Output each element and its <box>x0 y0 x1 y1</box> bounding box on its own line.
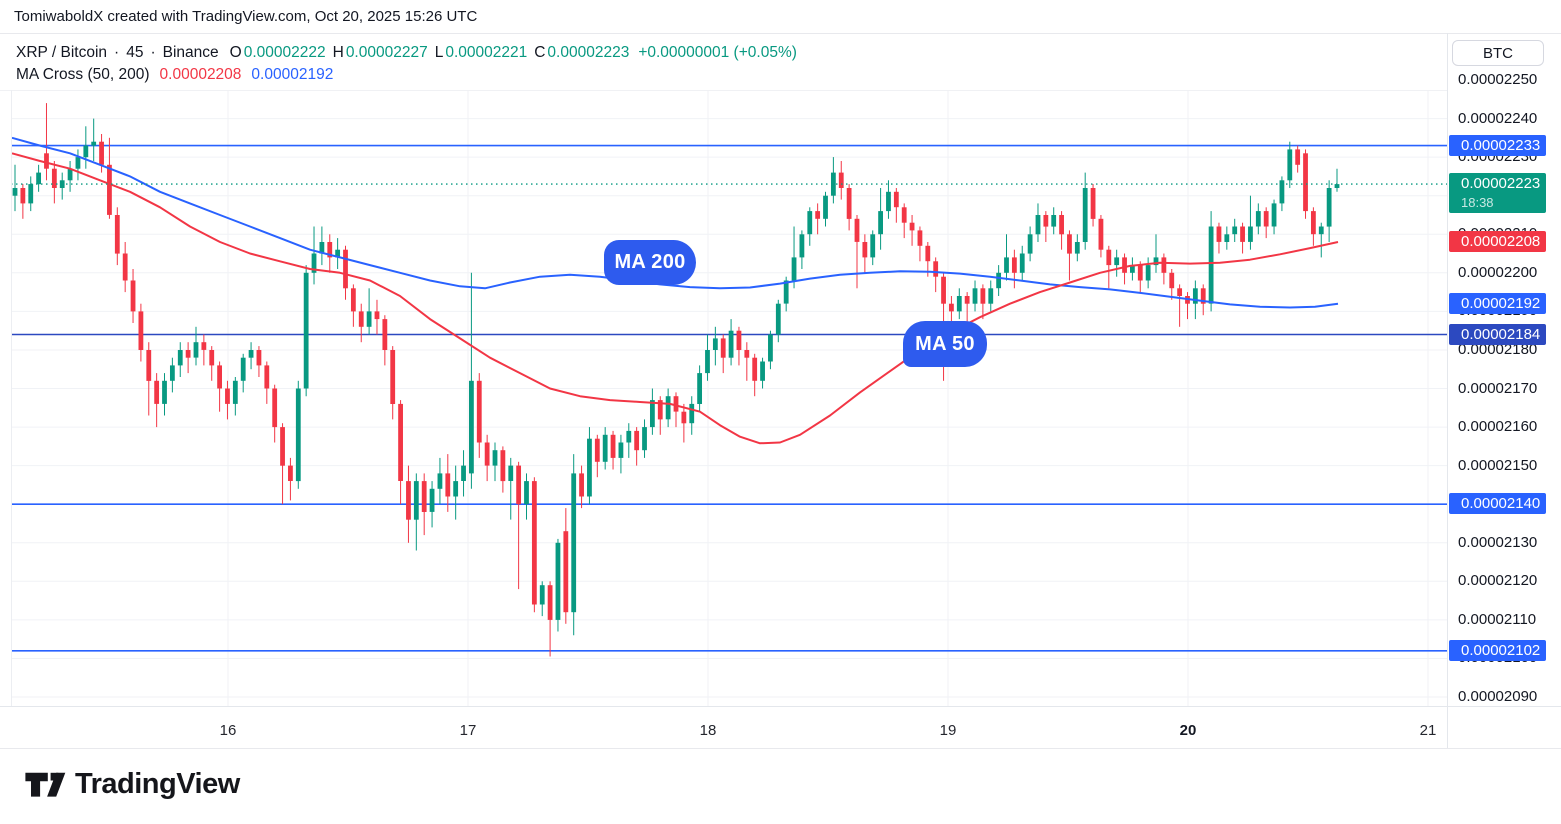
ma50-pill-label: MA 50 <box>903 321 987 367</box>
ohlc-close: C 0.00002223 <box>534 44 629 62</box>
date-label-21: 21 <box>1419 722 1437 739</box>
ma200-value: 0.00002192 <box>251 66 334 83</box>
chart-bottom-border <box>0 748 1561 749</box>
badge-price: 0.00002184 <box>1461 325 1541 343</box>
badge-price: 0.00002223 <box>1461 175 1541 193</box>
date-label-20: 20 <box>1179 722 1197 739</box>
price-axis-badge: 0.00002184 <box>1449 323 1546 345</box>
date-label-17: 17 <box>459 722 477 739</box>
price-axis-badge: 0.00002208 <box>1449 230 1546 252</box>
price-tick-label: 0.00002110 <box>1458 610 1537 628</box>
indicator-name[interactable]: MA Cross (50, 200) <box>16 66 150 83</box>
date-label-19: 19 <box>939 722 957 739</box>
badge-price: 0.00002140 <box>1461 495 1541 513</box>
ohlc-low: L 0.00002221 <box>435 44 528 62</box>
low-value: 0.00002221 <box>445 44 528 61</box>
low-label: L <box>434 44 444 61</box>
price-tick-label: 0.00002120 <box>1458 572 1538 590</box>
separator-dot: · <box>150 44 156 61</box>
price-axis-badge: 0.00002223 18:38 <box>1449 173 1546 214</box>
badge-price: 0.00002192 <box>1461 294 1541 312</box>
price-tick-label: 0.00002150 <box>1458 456 1538 474</box>
badge-price: 0.00002208 <box>1461 232 1541 250</box>
plot-bottom-border <box>0 706 1561 707</box>
currency-unit-button[interactable]: BTC <box>1452 40 1544 66</box>
price-axis-badge: 0.00002140 <box>1449 493 1546 515</box>
tradingview-logo-icon <box>25 772 66 797</box>
price-tick-label: 0.00002200 <box>1458 263 1538 281</box>
ma50-value: 0.00002208 <box>159 66 242 83</box>
interval-label[interactable]: 45 <box>126 44 144 61</box>
badge-price: 0.00002233 <box>1461 136 1541 154</box>
date-label-16: 16 <box>219 722 237 739</box>
price-axis-badge: 0.00002192 <box>1449 292 1546 314</box>
chart-header-strip <box>0 34 1447 91</box>
separator-dot: · <box>114 44 120 61</box>
close-value: 0.00002223 <box>547 44 630 61</box>
price-axis-badge: 0.00002233 <box>1449 134 1546 156</box>
close-label: C <box>534 44 546 61</box>
ohlc-high: H 0.00002227 <box>333 44 428 62</box>
indicator-header: MA Cross (50, 200) 0.00002208 0.00002192 <box>16 65 333 85</box>
price-tick-label: 0.00002090 <box>1458 688 1538 706</box>
attribution-text: TomiwaboldX created with TradingView.com… <box>14 8 478 25</box>
badge-countdown: 18:38 <box>1461 195 1494 211</box>
ma200-pill-label: MA 200 <box>604 240 696 285</box>
price-tick-label: 0.00002170 <box>1458 379 1538 397</box>
price-tick-label: 0.00002130 <box>1458 533 1538 551</box>
badge-price: 0.00002102 <box>1461 641 1541 659</box>
open-label: O <box>229 44 242 61</box>
time-axis[interactable]: 16 17 18 19 20 21 <box>0 706 1447 748</box>
exchange-label: Binance <box>162 44 219 61</box>
high-value: 0.00002227 <box>345 44 428 61</box>
price-tick-label: 0.00002180 <box>1458 340 1538 358</box>
tradingview-logo[interactable]: TradingView <box>24 764 240 804</box>
price-tick-label: 0.00002250 <box>1458 71 1538 88</box>
open-value: 0.00002222 <box>243 44 326 61</box>
symbol-name[interactable]: XRP / Bitcoin <box>16 44 108 61</box>
price-tick-label: 0.00002240 <box>1458 109 1538 127</box>
symbol-header: XRP / Bitcoin · 45 · Binance O 0.0000222… <box>16 43 797 63</box>
tradingview-logo-text: TradingView <box>75 767 240 800</box>
price-axis[interactable]: 0.000022500.000022400.000022300.00002220… <box>1448 33 1561 706</box>
ohlc-open: O 0.00002222 <box>230 44 326 62</box>
plot-left-border <box>11 90 12 706</box>
price-change: +0.00000001 (+0.05%) <box>638 44 797 61</box>
price-tick-label: 0.00002160 <box>1458 418 1538 436</box>
price-axis-divider <box>1447 33 1448 748</box>
price-axis-badge: 0.00002102 <box>1449 639 1546 661</box>
divider <box>0 33 1561 34</box>
high-label: H <box>332 44 344 61</box>
date-label-18: 18 <box>699 722 717 739</box>
